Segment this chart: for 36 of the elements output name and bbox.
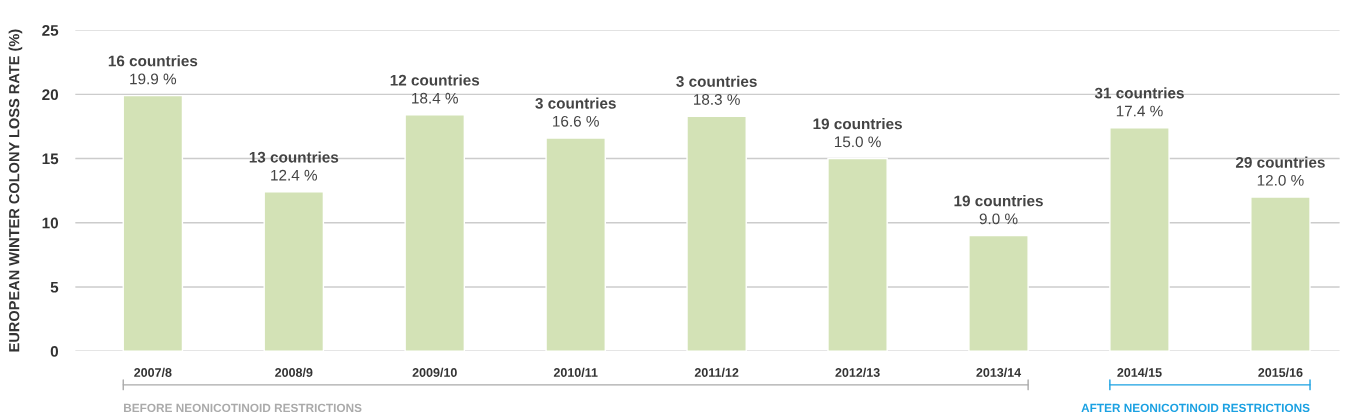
data-label: 3 countries 18.3 %	[676, 75, 757, 105]
data-label: 3 countries 16.6 %	[535, 97, 616, 127]
y-tick-label: 5	[50, 281, 59, 293]
data-label: 29 countries 12.0 %	[1235, 156, 1325, 186]
bar	[545, 137, 606, 352]
x-tick-label: 2008/9	[275, 367, 313, 378]
bar	[827, 157, 888, 352]
x-tick-label: 2010/11	[553, 367, 598, 378]
y-tick-label: 25	[42, 25, 59, 36]
text: AFTER NEONICOTINOID RESTRICTIONS	[1081, 403, 1310, 413]
data-label: 13 countries 12.4 %	[249, 151, 339, 181]
bar	[1109, 127, 1170, 352]
data-label: 12 countries 18.4 %	[390, 74, 480, 104]
bar	[686, 115, 747, 352]
data-label: 16 countries 19.9 %	[108, 55, 198, 85]
data-label: 19 countries 15.0 %	[813, 118, 902, 148]
y-tick-label: 0	[50, 345, 59, 357]
x-tick-label: 2015/16	[1258, 367, 1303, 378]
x-tick-label: 2009/10	[412, 367, 457, 378]
bar	[263, 191, 325, 352]
x-tick-label: 2013/14	[976, 367, 1022, 378]
data-label: 19 countries 9.0 %	[954, 195, 1043, 225]
data-label: 31 countries 17.4 %	[1094, 87, 1184, 117]
x-tick-label: 2007/8	[134, 367, 172, 378]
bar	[122, 94, 184, 352]
y-tick-label: 15	[42, 153, 59, 165]
bar	[968, 234, 1029, 352]
y-axis-title: EUROPEAN WINTER COLONY LOSS RATE (%)	[8, 29, 23, 352]
text: BEFORE NEONICOTINOID RESTRICTIONS	[124, 403, 362, 413]
y-tick-label: 20	[42, 89, 59, 101]
bar	[404, 114, 466, 352]
bar	[1250, 196, 1311, 352]
x-tick-label: 2011/12	[694, 367, 739, 378]
x-tick-label: 2014/15	[1117, 367, 1162, 378]
x-tick-label: 2012/13	[835, 367, 880, 378]
y-tick-label: 10	[42, 217, 59, 229]
